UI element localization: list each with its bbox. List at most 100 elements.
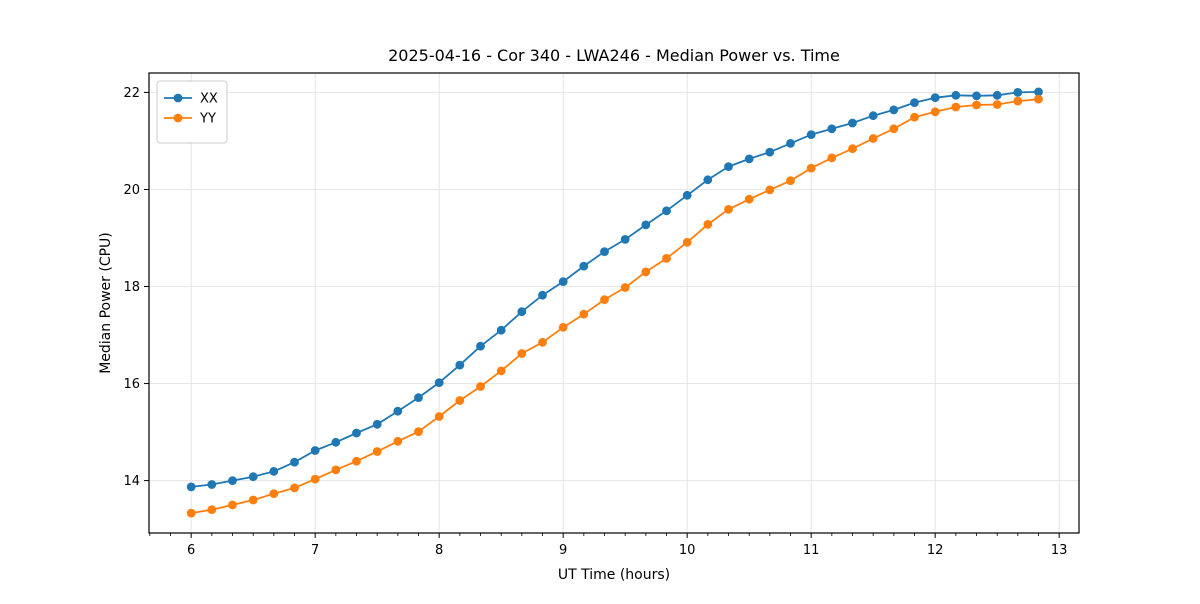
- data-point-yy: [930, 107, 940, 117]
- data-point-yy: [662, 254, 671, 263]
- data-point-yy: [868, 134, 878, 143]
- data-point-xx: [310, 446, 320, 455]
- data-point-yy: [455, 396, 465, 405]
- data-point-yy: [1013, 96, 1023, 106]
- data-point-yy: [538, 337, 547, 347]
- data-point-xx: [186, 482, 196, 492]
- data-point-yy: [517, 349, 527, 358]
- data-point-xx: [352, 428, 361, 438]
- data-point-yy: [434, 412, 444, 421]
- data-point-yy: [806, 163, 816, 173]
- y-axis-label: Median Power (CPU): [98, 232, 114, 374]
- data-point-yy: [186, 508, 196, 518]
- data-point-xx: [662, 206, 671, 216]
- data-point-yy: [827, 153, 837, 163]
- data-point-xx: [972, 91, 981, 101]
- data-point-yy: [786, 176, 795, 186]
- data-point-xx: [682, 190, 692, 200]
- data-point-yy: [992, 100, 1002, 109]
- data-point-yy: [889, 124, 899, 134]
- data-point-yy: [641, 267, 651, 277]
- data-point-xx: [930, 93, 940, 103]
- legend-box: [156, 80, 228, 144]
- data-point-xx: [269, 467, 279, 476]
- y-tick-label: 22: [123, 86, 140, 101]
- x-tick-label: 11: [803, 543, 820, 558]
- data-point-yy: [331, 465, 341, 475]
- data-point-xx: [951, 90, 961, 100]
- data-point-yy: [393, 436, 403, 446]
- data-point-xx: [1013, 88, 1023, 97]
- data-point-xx: [496, 325, 506, 335]
- series-line-xx: [190, 91, 1040, 488]
- data-point-yy: [910, 112, 919, 122]
- data-point-xx: [290, 457, 299, 467]
- data-point-xx: [827, 124, 837, 134]
- data-point-yy: [848, 144, 857, 154]
- data-point-xx: [1034, 87, 1043, 97]
- data-point-xx: [765, 147, 775, 157]
- data-point-xx: [806, 130, 816, 140]
- series-layer: [186, 87, 1043, 518]
- y-tick-label: 20: [123, 183, 140, 198]
- data-point-yy: [290, 483, 299, 493]
- data-point-yy: [1034, 94, 1043, 104]
- data-point-xx: [992, 90, 1002, 100]
- data-point-xx: [579, 261, 589, 271]
- data-point-yy: [558, 322, 568, 332]
- tick-layer: 6 7 8 9 10 11 12 13 14 16 18 20 22: [123, 86, 1067, 558]
- data-point-xx: [414, 393, 423, 402]
- data-point-yy: [951, 102, 961, 112]
- data-point-xx: [455, 360, 465, 370]
- data-point-xx: [207, 480, 217, 489]
- legend-marker-xx: [173, 93, 183, 103]
- data-point-yy: [744, 194, 754, 204]
- data-point-xx: [600, 247, 609, 256]
- data-point-yy: [228, 500, 237, 510]
- data-point-xx: [331, 437, 341, 447]
- data-point-yy: [765, 185, 775, 195]
- data-point-yy: [414, 427, 423, 436]
- data-point-xx: [517, 307, 527, 317]
- data-point-yy: [476, 382, 485, 391]
- data-point-yy: [248, 495, 258, 505]
- legend-label-yy: YY: [199, 112, 216, 127]
- data-point-xx: [620, 235, 630, 244]
- data-point-yy: [972, 100, 981, 110]
- data-point-xx: [393, 406, 403, 416]
- x-tick-label: 6: [187, 543, 195, 558]
- data-point-xx: [228, 476, 237, 485]
- y-tick-label: 18: [123, 280, 140, 295]
- data-point-yy: [352, 456, 361, 466]
- data-point-yy: [269, 489, 279, 499]
- data-point-yy: [579, 309, 589, 319]
- data-point-xx: [476, 341, 485, 351]
- data-point-xx: [372, 419, 382, 429]
- data-point-xx: [889, 105, 899, 115]
- x-tick-label: 9: [559, 543, 567, 558]
- x-axis-label: UT Time (hours): [558, 567, 670, 583]
- data-point-yy: [207, 505, 217, 515]
- x-tick-label: 10: [679, 543, 696, 558]
- data-point-xx: [641, 220, 651, 230]
- legend-label-xx: XX: [200, 92, 218, 107]
- axes-frame: [148, 72, 1080, 534]
- data-point-yy: [600, 295, 609, 304]
- x-tick-label: 13: [1051, 543, 1068, 558]
- data-point-xx: [744, 154, 754, 164]
- chart-title: 2025-04-16 - Cor 340 - LWA246 - Median P…: [388, 46, 840, 65]
- data-point-yy: [703, 220, 713, 229]
- legend-marker-yy: [173, 113, 183, 123]
- x-tick-label: 8: [435, 543, 443, 558]
- data-point-xx: [538, 290, 547, 300]
- y-tick-label: 16: [123, 377, 140, 392]
- data-point-xx: [703, 175, 713, 185]
- data-point-yy: [372, 447, 382, 456]
- x-tick-label: 7: [311, 543, 319, 558]
- y-tick-label: 14: [123, 474, 140, 489]
- data-point-yy: [620, 283, 630, 292]
- data-point-xx: [786, 139, 795, 148]
- data-point-yy: [682, 237, 692, 247]
